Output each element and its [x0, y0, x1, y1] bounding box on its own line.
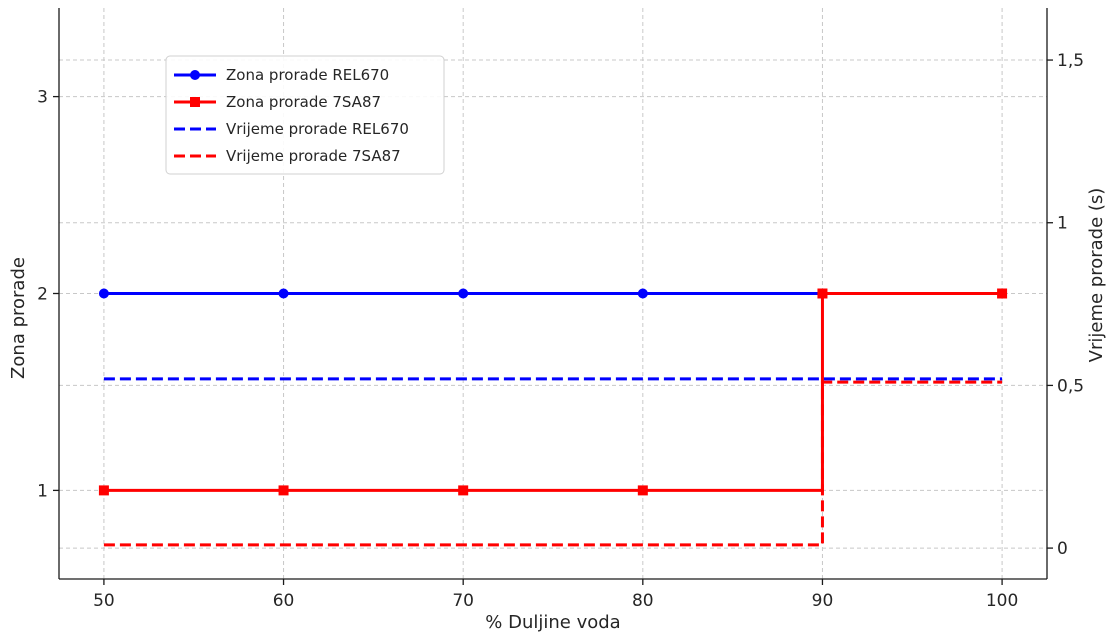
y2-tick-label: 1 [1057, 214, 1068, 234]
data-point [817, 288, 828, 299]
legend-box [165, 55, 445, 175]
legend-label: Zona prorade REL670 [226, 66, 389, 84]
data-point [98, 485, 109, 496]
data-point [997, 288, 1008, 299]
legend: Zona prorade REL670 Zona prorade 7SA87 Vri… [165, 55, 445, 175]
legend-label: Zona prorade 7SA87 [226, 93, 381, 111]
legend-label: Vrijeme prorade REL670 [226, 120, 409, 138]
series-line-1 [103, 292, 1003, 492]
x-tick-label: 70 [452, 591, 474, 611]
y2-tick-label: 0 [1057, 539, 1068, 559]
data-point [458, 288, 469, 299]
y2-tick-label: 0,5 [1057, 376, 1084, 396]
data-point [278, 485, 289, 496]
x-tick-label: 100 [986, 591, 1018, 611]
legend-marker [190, 97, 200, 107]
series-line-3 [103, 380, 1003, 547]
data-point [278, 288, 289, 299]
y-tick-label: 3 [37, 88, 48, 108]
data-point [98, 288, 109, 299]
x-axis-title: % Duljine voda [485, 612, 620, 633]
y-axis-title: Zona prorade [8, 257, 29, 379]
y-tick-label: 2 [37, 285, 48, 305]
x-tick-label: 60 [273, 591, 295, 611]
x-tick-label: 80 [632, 591, 654, 611]
y-tick-label: 1 [37, 481, 48, 501]
legend-marker [190, 70, 200, 80]
data-point [458, 485, 469, 496]
data-point [637, 288, 648, 299]
data-point [637, 485, 648, 496]
legend-label: Vrijeme prorade 7SA87 [226, 147, 401, 165]
series-layer [98, 288, 1008, 547]
y2-tick-label: 1,5 [1057, 51, 1084, 71]
x-tick-label: 90 [812, 591, 834, 611]
x-tick-label: 50 [93, 591, 115, 611]
ticks: 50 60 70 80 90 100 1 2 3 0 0,5 1 1,5 [37, 51, 1084, 611]
y2-axis-title: Vrijeme prorade (s) [1086, 188, 1107, 363]
